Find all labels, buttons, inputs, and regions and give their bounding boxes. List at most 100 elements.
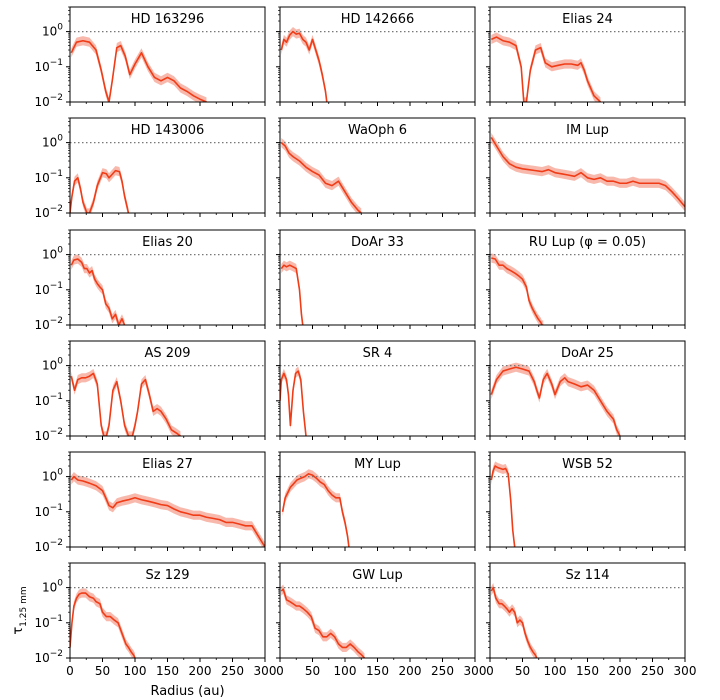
x-tick-label: 0 <box>486 664 494 678</box>
x-tick-label: 300 <box>464 664 487 678</box>
y-tick-label: 100 <box>42 23 63 39</box>
y-tick-exponent: 0 <box>57 357 63 367</box>
y-tick-base: 10 <box>34 616 49 630</box>
x-tick-label: 100 <box>124 664 147 678</box>
series-line <box>70 258 126 325</box>
y-tick-label: 10−1 <box>34 281 63 297</box>
y-tick-base: 10 <box>42 136 57 150</box>
x-tick-label: 150 <box>576 664 599 678</box>
y-tick-label: 100 <box>42 357 63 373</box>
x-tick-label: 200 <box>189 664 212 678</box>
series-line <box>490 137 685 208</box>
panel-title: AS 209 <box>144 346 190 361</box>
y-tick-label: 10−1 <box>34 58 63 74</box>
panel-title: SR 4 <box>363 346 393 361</box>
y-tick-exponent: −2 <box>50 538 63 548</box>
series-line <box>280 588 366 658</box>
y-tick-label: 100 <box>42 246 63 262</box>
x-axis-title: Radius (au) <box>150 684 224 699</box>
y-tick-exponent: 0 <box>57 246 63 256</box>
panel-title: MY Lup <box>354 457 401 472</box>
uncertainty-band <box>281 138 362 213</box>
uncertainty-band <box>491 253 544 325</box>
y-tick-exponent: −2 <box>50 316 63 326</box>
y-tick-base: 10 <box>34 171 49 185</box>
y-tick-base: 10 <box>42 359 57 373</box>
series-line <box>490 36 602 102</box>
x-tick-label: 250 <box>221 664 244 678</box>
y-tick-exponent: −2 <box>50 204 63 214</box>
y-tick-exponent: 0 <box>57 579 63 589</box>
panel-title: WaOph 6 <box>348 123 407 138</box>
uncertainty-band <box>491 32 601 102</box>
y-tick-exponent: −2 <box>50 427 63 437</box>
y-tick-base: 10 <box>34 540 49 554</box>
panel-5: WaOph 6 <box>276 117 476 217</box>
y-tick-label: 10−1 <box>34 169 63 185</box>
panel-9: RU Lup (φ = 0.05) <box>486 229 686 329</box>
panel-2: HD 142666 <box>276 6 476 106</box>
series-line <box>70 372 181 436</box>
y-tick-label: 10−1 <box>34 392 63 408</box>
series-line <box>70 169 130 213</box>
x-tick-label: 0 <box>276 664 284 678</box>
panel-15: WSB 52 <box>486 451 686 551</box>
series-line <box>281 473 350 547</box>
uncertainty-band <box>491 362 620 436</box>
panel-title: Elias 24 <box>562 12 613 27</box>
y-tick-base: 10 <box>34 206 49 220</box>
y-axis-title-main: τ <box>11 627 26 635</box>
y-tick-label: 10−2 <box>34 427 63 443</box>
y-tick-base: 10 <box>42 25 57 39</box>
x-tick-label: 0 <box>66 664 74 678</box>
panel-title: Sz 129 <box>145 568 189 583</box>
panel-11: SR 4 <box>276 340 476 440</box>
y-tick-base: 10 <box>34 95 49 109</box>
panel-title: Elias 27 <box>142 457 193 472</box>
y-tick-label: 100 <box>42 468 63 484</box>
uncertainty-band <box>282 469 349 547</box>
y-tick-label: 10−2 <box>34 316 63 332</box>
x-tick-label: 200 <box>399 664 422 678</box>
panel-title: WSB 52 <box>562 457 613 472</box>
x-tick-label: 100 <box>334 664 357 678</box>
x-tick-label: 50 <box>95 664 110 678</box>
y-tick-exponent: −1 <box>50 58 63 68</box>
y-tick-exponent: −2 <box>50 649 63 659</box>
y-tick-exponent: −1 <box>50 503 63 513</box>
y-axis-title: τ1.25 mm <box>11 586 29 634</box>
y-tick-label: 10−2 <box>34 538 63 554</box>
x-tick-label: 100 <box>544 664 567 678</box>
uncertainty-band <box>491 132 685 212</box>
panel-14: MY Lup <box>276 451 476 551</box>
y-tick-base: 10 <box>34 318 49 332</box>
uncertainty-band <box>71 472 265 547</box>
y-tick-exponent: −1 <box>50 281 63 291</box>
y-tick-exponent: 0 <box>57 23 63 33</box>
y-tick-exponent: −2 <box>50 93 63 103</box>
y-tick-label: 100 <box>42 134 63 150</box>
series-line <box>280 370 307 436</box>
y-tick-base: 10 <box>34 283 49 297</box>
series-line <box>490 586 538 658</box>
y-tick-label: 10−2 <box>34 649 63 665</box>
panel-17: GW Lup 0 50 100 150 200 250 300 <box>276 562 487 678</box>
y-tick-label: 10−2 <box>34 93 63 109</box>
y-tick-exponent: −1 <box>50 392 63 402</box>
y-tick-label: 10−1 <box>34 614 63 630</box>
y-tick-base: 10 <box>34 651 49 665</box>
x-tick-label: 150 <box>156 664 179 678</box>
y-tick-exponent: 0 <box>57 468 63 478</box>
panel-title: DoAr 33 <box>351 235 404 250</box>
panel-title: Elias 20 <box>142 235 193 250</box>
y-tick-base: 10 <box>34 505 49 519</box>
uncertainty-band <box>71 36 207 102</box>
panel-title: HD 143006 <box>131 123 205 138</box>
y-tick-exponent: −1 <box>50 614 63 624</box>
x-tick-label: 200 <box>609 664 632 678</box>
panel-title: GW Lup <box>352 568 403 583</box>
